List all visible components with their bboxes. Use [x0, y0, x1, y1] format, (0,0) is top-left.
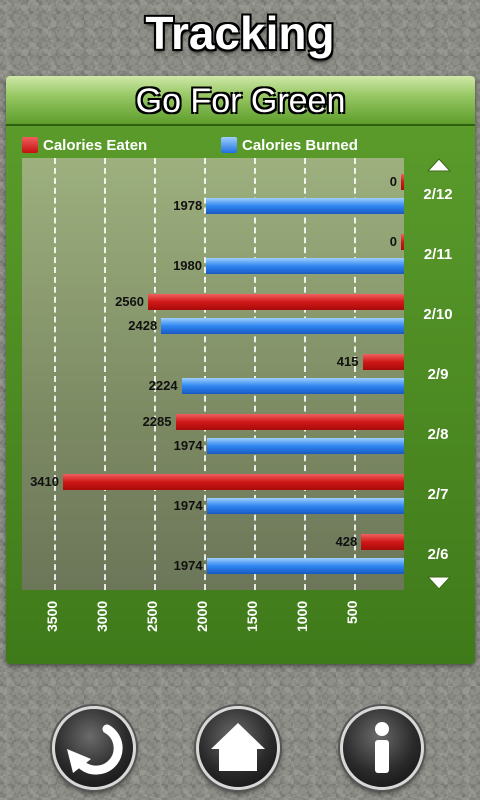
legend-swatch-burned: [221, 137, 237, 153]
date-label[interactable]: 2/6: [427, 546, 449, 563]
legend-label-eaten: Calories Eaten: [43, 136, 148, 154]
bar-calories-eaten[interactable]: [63, 474, 404, 490]
legend-swatch-eaten: [22, 137, 38, 153]
x-tick-label: 3000: [94, 600, 110, 632]
x-tick-label: 2000: [194, 600, 210, 632]
home-button[interactable]: [196, 706, 280, 790]
x-tick-label: 2500: [144, 600, 160, 632]
value-label-eaten: 428: [335, 534, 358, 549]
refresh-arrow-icon: [67, 724, 123, 775]
date-label[interactable]: 2/10: [423, 306, 453, 323]
bar-calories-burned[interactable]: [206, 558, 404, 574]
gridline-2000: [204, 158, 206, 590]
gridline-500: [354, 158, 356, 590]
value-label-eaten: 415: [336, 354, 359, 369]
panel-header: Go For Green: [6, 76, 475, 126]
x-tick-label: 1000: [294, 600, 310, 632]
bar-calories-eaten[interactable]: [175, 414, 404, 430]
x-tick-label: 3500: [44, 600, 60, 632]
gridline-1500: [254, 158, 256, 590]
legend-label-burned: Calories Burned: [242, 136, 358, 154]
chart-plot-area[interactable]: [22, 158, 404, 590]
info-icon: [375, 722, 389, 773]
date-label[interactable]: 2/11: [423, 246, 453, 263]
bar-calories-burned[interactable]: [206, 498, 404, 514]
value-label-eaten: 2285: [142, 414, 172, 429]
value-label-burned: 1974: [173, 558, 203, 573]
value-label-burned: 1974: [173, 498, 203, 513]
value-label-eaten: 0: [389, 234, 397, 249]
bar-calories-eaten[interactable]: [401, 234, 404, 250]
bar-calories-eaten[interactable]: [401, 174, 404, 190]
value-label-burned: 1974: [173, 438, 203, 453]
value-label-burned: 1978: [173, 198, 203, 213]
value-label-burned: 1980: [173, 258, 202, 273]
gridline-3500: [54, 158, 56, 590]
value-label-burned: 2224: [148, 378, 178, 393]
value-label-burned: 2428: [128, 318, 158, 333]
scroll-down-icon[interactable]: [427, 576, 451, 590]
legend-eaten: Calories Eaten: [22, 136, 147, 154]
app-title: Tracking: [145, 7, 335, 59]
date-label[interactable]: 2/9: [427, 366, 449, 383]
value-label-eaten: 0: [389, 174, 397, 189]
bar-calories-burned[interactable]: [206, 258, 404, 274]
gridline-3000: [104, 158, 106, 590]
date-label[interactable]: 2/7: [427, 486, 449, 503]
bar-calories-eaten[interactable]: [362, 354, 404, 370]
bar-calories-burned[interactable]: [206, 198, 404, 214]
back-button[interactable]: [52, 706, 136, 790]
bar-calories-eaten[interactable]: [361, 534, 404, 550]
panel-title: Go For Green: [135, 82, 346, 120]
value-label-eaten: 3410: [30, 474, 59, 489]
home-icon: [211, 723, 265, 771]
value-label-eaten: 2560: [115, 294, 144, 309]
date-label[interactable]: 2/8: [427, 426, 449, 443]
x-tick-label: 1500: [244, 600, 260, 632]
bar-calories-burned[interactable]: [161, 318, 404, 334]
gridline-1000: [304, 158, 306, 590]
bar-calories-eaten[interactable]: [148, 294, 404, 310]
scroll-up-icon[interactable]: [427, 158, 451, 172]
bar-calories-burned[interactable]: [181, 378, 404, 394]
gridline-2500: [154, 158, 156, 590]
info-button[interactable]: [340, 706, 424, 790]
x-tick-label: 500: [344, 600, 360, 624]
bar-calories-burned[interactable]: [206, 438, 404, 454]
date-label[interactable]: 2/12: [423, 186, 453, 203]
legend-burned: Calories Burned: [221, 136, 358, 154]
